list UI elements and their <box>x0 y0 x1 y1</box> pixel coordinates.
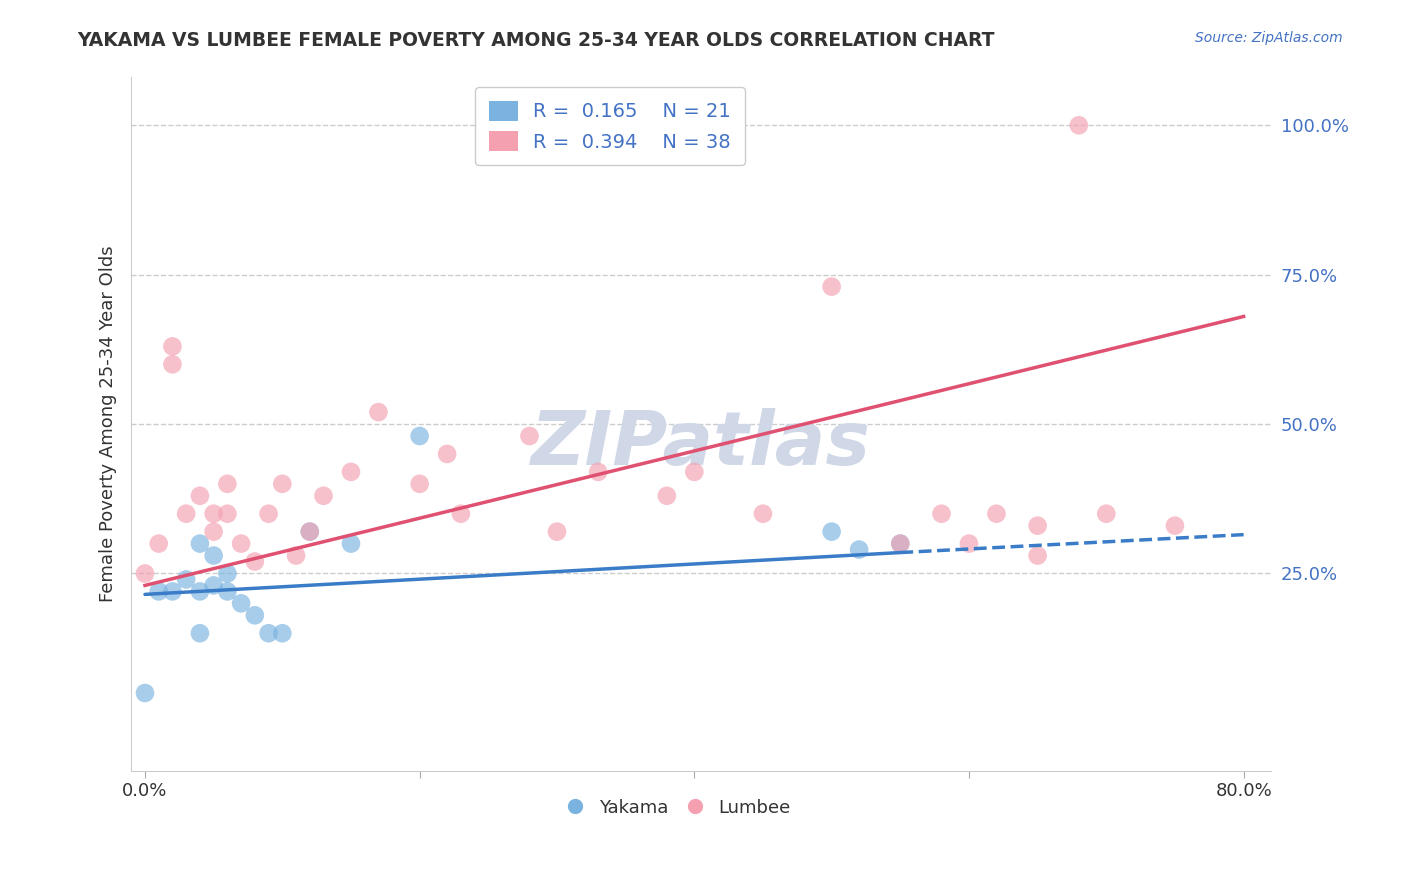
Y-axis label: Female Poverty Among 25-34 Year Olds: Female Poverty Among 25-34 Year Olds <box>100 246 117 602</box>
Point <box>408 476 430 491</box>
Point <box>1095 507 1118 521</box>
Point <box>931 507 953 521</box>
Point <box>162 339 184 353</box>
Point <box>188 489 211 503</box>
Point <box>134 686 156 700</box>
Point <box>229 596 252 610</box>
Point <box>1026 518 1049 533</box>
Point <box>148 584 170 599</box>
Point <box>162 357 184 371</box>
Point <box>340 536 363 550</box>
Point <box>889 536 911 550</box>
Point <box>683 465 706 479</box>
Point <box>217 507 239 521</box>
Point <box>174 573 197 587</box>
Point <box>162 584 184 599</box>
Point <box>312 489 335 503</box>
Text: ZIPatlas: ZIPatlas <box>531 409 872 482</box>
Text: YAKAMA VS LUMBEE FEMALE POVERTY AMONG 25-34 YEAR OLDS CORRELATION CHART: YAKAMA VS LUMBEE FEMALE POVERTY AMONG 25… <box>77 31 995 50</box>
Point <box>450 507 472 521</box>
Point <box>298 524 321 539</box>
Point <box>1067 118 1090 132</box>
Point <box>217 566 239 581</box>
Point <box>257 507 280 521</box>
Point <box>202 578 225 592</box>
Point <box>820 279 842 293</box>
Point <box>752 507 775 521</box>
Point <box>243 608 266 623</box>
Point <box>243 555 266 569</box>
Point <box>655 489 678 503</box>
Point <box>340 465 363 479</box>
Point <box>519 429 541 443</box>
Point <box>174 507 197 521</box>
Point <box>217 584 239 599</box>
Point <box>889 536 911 550</box>
Point <box>188 536 211 550</box>
Point <box>848 542 870 557</box>
Point <box>271 626 294 640</box>
Point <box>1026 549 1049 563</box>
Point <box>188 626 211 640</box>
Point <box>271 476 294 491</box>
Point <box>257 626 280 640</box>
Point <box>229 536 252 550</box>
Point <box>202 524 225 539</box>
Point <box>546 524 568 539</box>
Point <box>202 507 225 521</box>
Point <box>1164 518 1187 533</box>
Point <box>436 447 458 461</box>
Point <box>408 429 430 443</box>
Point <box>285 549 308 563</box>
Point <box>148 536 170 550</box>
Point <box>986 507 1008 521</box>
Point <box>820 524 842 539</box>
Point <box>188 584 211 599</box>
Point <box>298 524 321 539</box>
Point <box>367 405 389 419</box>
Point <box>586 465 609 479</box>
Point <box>134 566 156 581</box>
Point <box>202 549 225 563</box>
Text: Source: ZipAtlas.com: Source: ZipAtlas.com <box>1195 31 1343 45</box>
Point <box>217 476 239 491</box>
Legend: Yakama, Lumbee: Yakama, Lumbee <box>558 791 799 824</box>
Point <box>957 536 980 550</box>
